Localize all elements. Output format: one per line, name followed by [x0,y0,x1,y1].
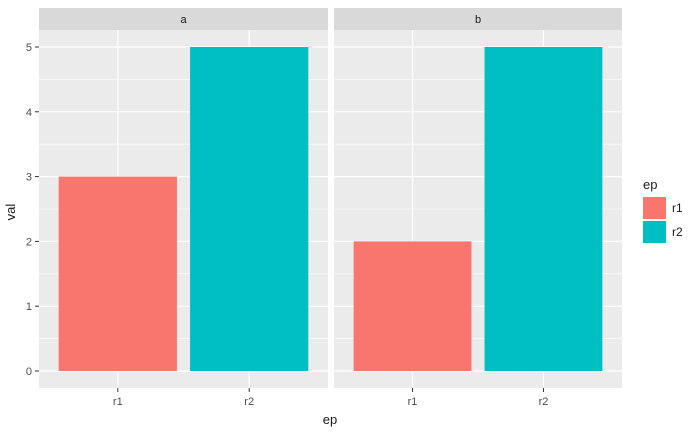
legend-label-r1: r1 [672,201,683,215]
facet-strip-label: a [180,14,187,26]
x-tick-label: r1 [113,396,123,408]
x-tick-label: r1 [408,396,418,408]
bar-b-r2 [484,47,603,371]
y-axis-title: val [3,204,18,221]
facet-strip-label: b [475,14,481,26]
bar-b-r1 [353,241,472,371]
legend-key-r2 [643,221,666,243]
legend-key-r1 [643,197,666,219]
x-axis-title: ep [323,412,337,427]
legend-label-r2: r2 [672,225,683,239]
y-tick-label: 4 [26,107,32,119]
facet-strip [334,8,622,30]
x-tick-label: r2 [244,396,254,408]
bar-a-r1 [58,176,177,371]
legend: ep r1 r2 [643,177,683,243]
x-tick-label: r2 [539,396,549,408]
y-tick-label: 2 [26,236,32,248]
legend-title: ep [643,177,657,192]
facet-strip [39,8,328,30]
facet-panel-b: b [334,8,622,388]
y-tick-label: 0 [26,366,32,378]
y-tick-label: 3 [26,172,32,184]
y-tick-label: 1 [26,301,32,313]
y-axis: 0 1 2 3 4 5 [26,42,39,378]
x-axis: r1 r2 r1 r2 [113,388,548,408]
facet-panel-a: a [39,8,328,388]
y-tick-label: 5 [26,42,32,54]
bar-a-r2 [190,47,309,371]
